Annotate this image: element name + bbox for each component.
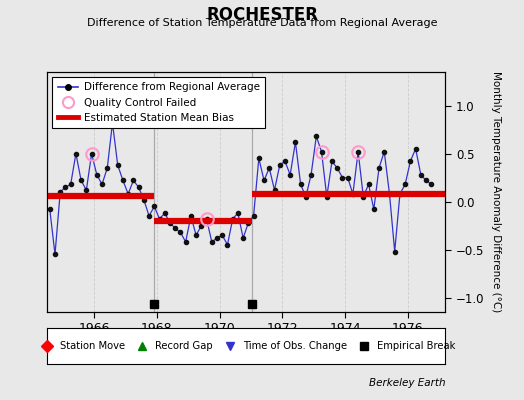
Y-axis label: Monthly Temperature Anomaly Difference (°C): Monthly Temperature Anomaly Difference (… bbox=[492, 71, 501, 313]
Text: Difference of Station Temperature Data from Regional Average: Difference of Station Temperature Data f… bbox=[87, 18, 437, 28]
Text: ROCHESTER: ROCHESTER bbox=[206, 6, 318, 24]
Legend: Difference from Regional Average, Quality Control Failed, Estimated Station Mean: Difference from Regional Average, Qualit… bbox=[52, 77, 265, 128]
Legend: Station Move, Record Gap, Time of Obs. Change, Empirical Break: Station Move, Record Gap, Time of Obs. C… bbox=[34, 338, 459, 354]
Text: Berkeley Earth: Berkeley Earth bbox=[369, 378, 445, 388]
